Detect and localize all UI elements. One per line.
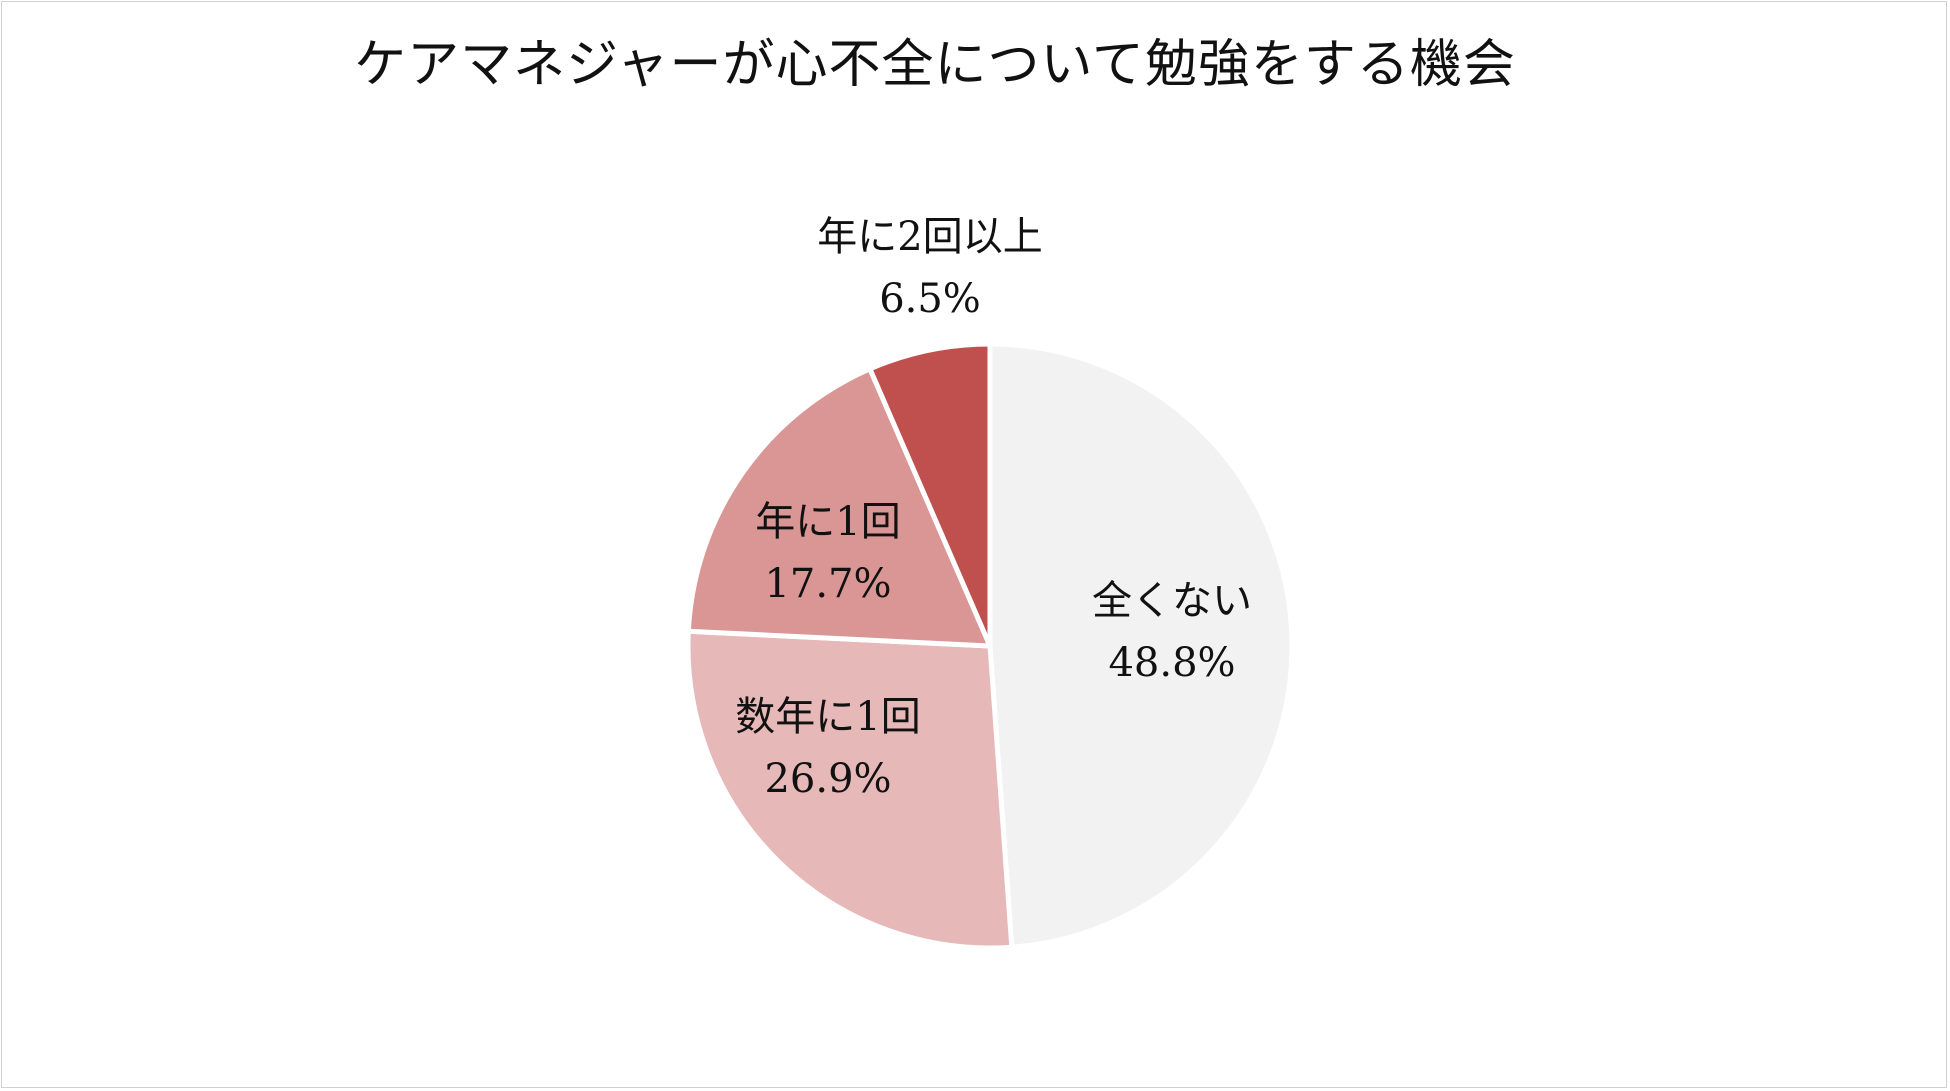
- slice-label-once-a-year: 年に1回: [755, 499, 900, 545]
- pie-slice-none: [987, 341, 1295, 950]
- pie-labels: 全くない 48.8% 数年に1回 26.9% 年に1回 17.7% 年に2回以上 6.5%: [735, 214, 1252, 802]
- slice-value-twice-a-year-or-more: 6.5%: [879, 276, 981, 322]
- slice-label-none: 全くない: [1092, 578, 1252, 624]
- slice-value-none: 48.8%: [1108, 640, 1235, 686]
- pie-slice-twice-a-year-or-more: [867, 341, 993, 649]
- slice-value-once-a-year: 17.7%: [764, 561, 891, 607]
- slice-label-twice-a-year-or-more: 年に2回以上: [817, 214, 1042, 260]
- pie-slice-every-few-years: [685, 628, 1015, 951]
- chart-title: ケアマネジャーが心不全について勉強をする機会: [354, 35, 1516, 95]
- pie-slices: [685, 341, 1295, 951]
- slice-value-every-few-years: 26.9%: [764, 756, 891, 802]
- pie-slice-once-a-year: [685, 366, 993, 649]
- slice-label-every-few-years: 数年に1回: [735, 694, 920, 740]
